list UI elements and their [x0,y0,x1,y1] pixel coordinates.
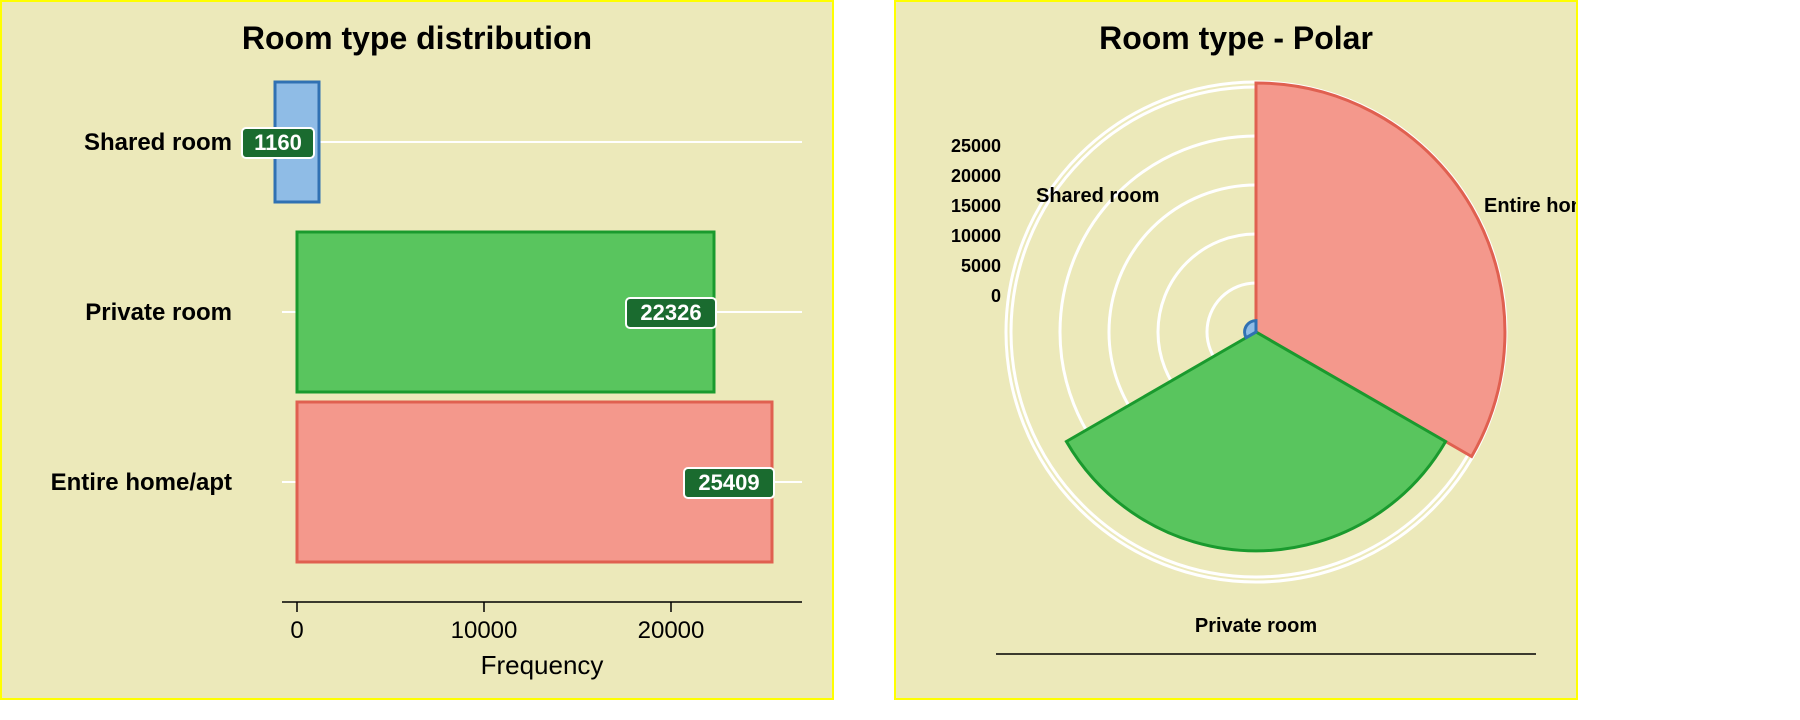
polar-label-shared: Shared room [1036,185,1159,207]
rtick-3: 15000 [951,196,1001,216]
polar-label-private: Private room [1195,615,1317,637]
rtick-2: 10000 [951,226,1001,246]
ylabel-shared-room: Shared room [84,129,232,156]
rtick-4: 20000 [951,166,1001,186]
bar-chart-svg: Shared room Private room Entire home/apt… [2,2,832,698]
xtick-2: 20000 [638,617,705,644]
bar-chart-panel: Room type distribution Shared room Priva… [0,0,834,700]
ylabel-entire-home: Entire home/apt [51,469,232,496]
xtick-0: 0 [290,617,303,644]
rtick-1: 5000 [961,256,1001,276]
x-axis-label: Frequency [481,650,604,680]
value-shared-room: 1160 [254,130,302,155]
rtick-5: 25000 [951,136,1001,156]
xtick-1: 10000 [451,617,518,644]
value-entire-home: 25409 [698,470,759,495]
value-private-room: 22326 [640,300,701,325]
ylabel-private-room: Private room [85,299,232,326]
polar-chart-panel: Room type - Polar Entire home/ap Priv [894,0,1578,700]
rtick-0: 0 [991,286,1001,306]
polar-chart-svg: Entire home/ap Private room Shared room … [896,2,1576,698]
polar-label-entire: Entire home/ap [1484,195,1576,217]
